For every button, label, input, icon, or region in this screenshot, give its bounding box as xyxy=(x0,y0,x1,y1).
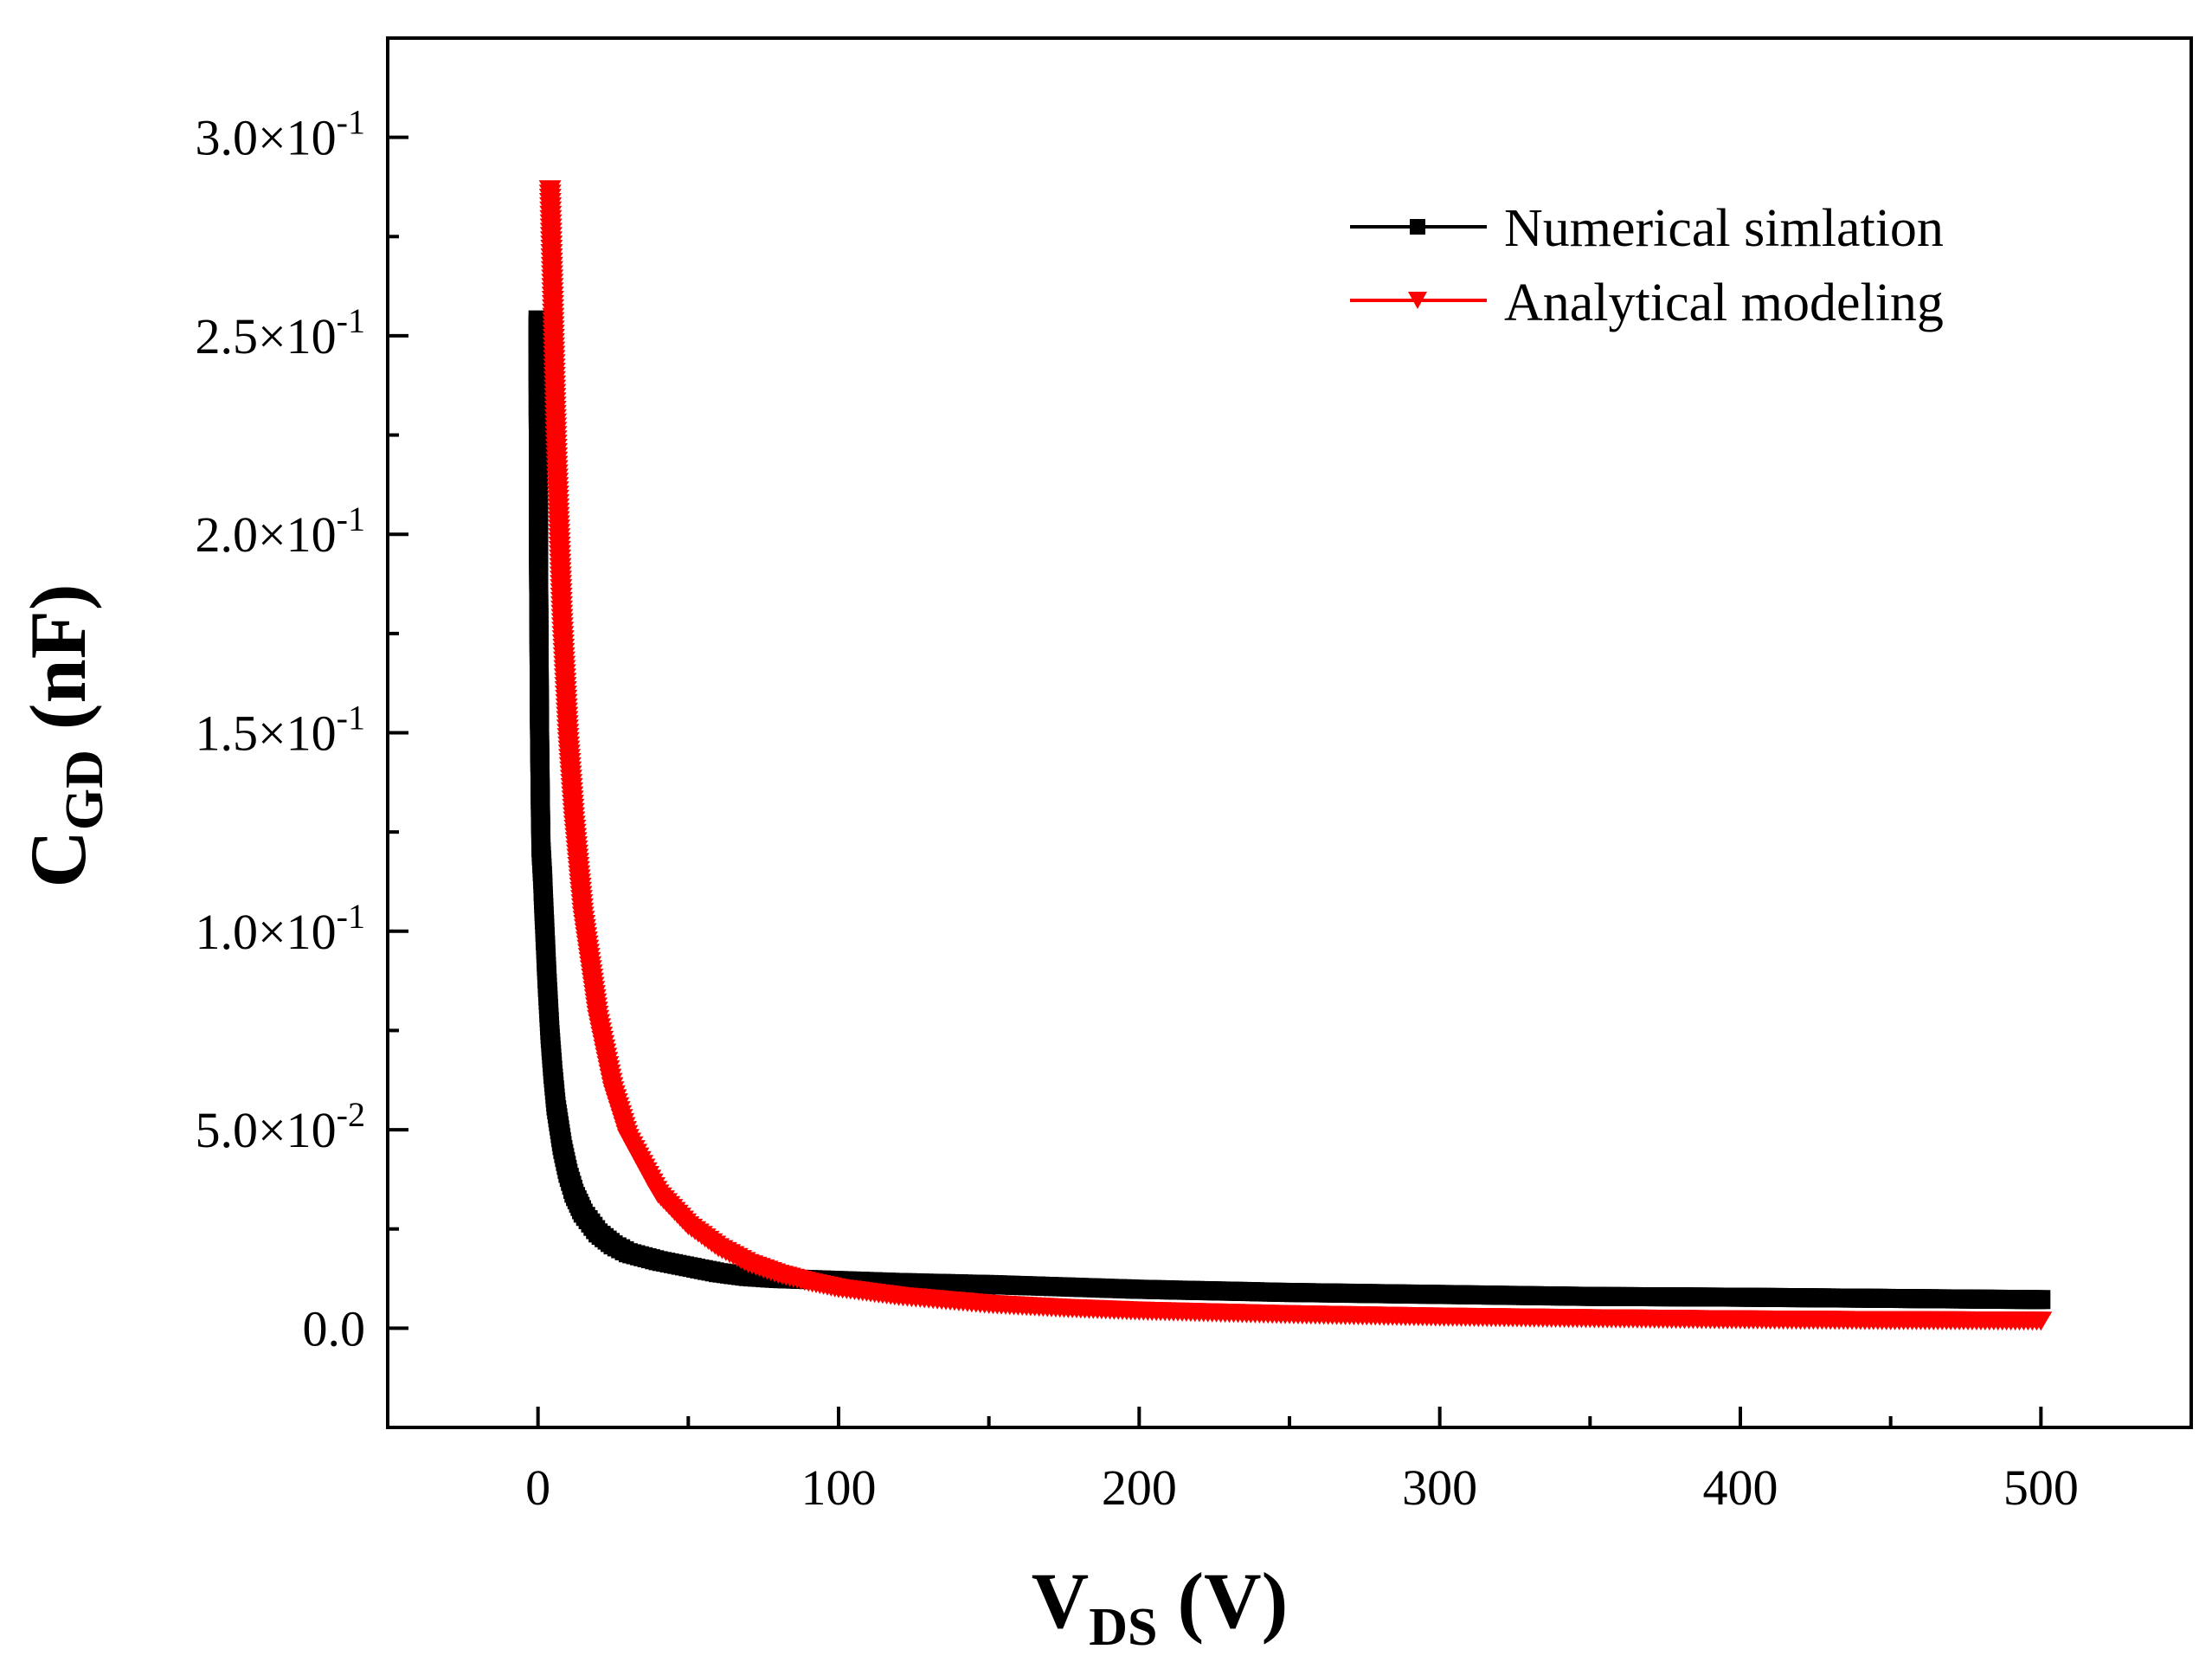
series-line xyxy=(548,189,2042,1323)
y-tick-label: 5.0×10-2 xyxy=(195,1095,365,1158)
y-tick-exponent: -1 xyxy=(337,897,365,936)
y-axis-title-unit: (nF) xyxy=(14,583,102,750)
legend: Numerical simlation Analytical modeling xyxy=(1350,199,1944,332)
legend-marker-square xyxy=(1410,219,1425,235)
y-tick-labels: 0.05.0×10-21.0×10-11.5×10-12.0×10-12.5×1… xyxy=(195,103,365,1357)
x-tick-label: 300 xyxy=(1402,1459,1477,1516)
y-tick-label: 2.5×10-1 xyxy=(195,301,365,364)
x-tick-label: 400 xyxy=(1703,1459,1778,1516)
y-tick-mantissa: 0.0 xyxy=(303,1300,366,1356)
x-axis-title-main: V xyxy=(1032,1556,1089,1645)
y-tick-exponent: -2 xyxy=(337,1095,365,1134)
y-tick-mantissa: 2.0×10 xyxy=(195,506,336,563)
y-tick-label: 1.5×10-1 xyxy=(195,699,365,762)
axis-ticks xyxy=(388,36,2043,1429)
y-axis-title: CGD (nF) xyxy=(14,583,114,887)
y-tick-label: 3.0×10-1 xyxy=(195,103,365,166)
y-tick-mantissa: 5.0×10 xyxy=(195,1102,336,1158)
legend-label-analytical: Analytical modeling xyxy=(1504,274,1944,332)
y-tick-exponent: -1 xyxy=(337,301,365,340)
x-tick-label: 100 xyxy=(801,1459,877,1516)
y-tick-mantissa: 1.0×10 xyxy=(195,904,336,960)
x-axis-title: VDS (V) xyxy=(1032,1556,1288,1657)
x-axis-title-sub: DS xyxy=(1089,1598,1157,1657)
x-axis-title-unit: (V) xyxy=(1158,1556,1289,1645)
y-tick-mantissa: 3.0×10 xyxy=(195,110,336,166)
y-axis-title-sub: GD xyxy=(55,750,114,830)
x-tick-label: 500 xyxy=(2003,1459,2079,1516)
y-tick-mantissa: 2.5×10 xyxy=(195,308,336,364)
y-tick-label: 2.0×10-1 xyxy=(195,499,365,563)
series-layer xyxy=(528,180,2053,1331)
legend-marker-triangle-down xyxy=(1408,292,1427,309)
y-tick-exponent: -1 xyxy=(337,103,365,142)
data-point xyxy=(2029,1311,2053,1331)
series-analytical-modeling xyxy=(538,180,2053,1331)
data-point xyxy=(2031,1290,2051,1310)
y-tick-exponent: -1 xyxy=(337,699,365,738)
x-tick-label: 0 xyxy=(525,1459,550,1516)
series-line xyxy=(536,319,2042,1302)
legend-label-numerical: Numerical simlation xyxy=(1504,199,1944,258)
x-tick-label: 200 xyxy=(1102,1459,1177,1516)
series-numerical-simlation xyxy=(528,310,2051,1310)
y-tick-mantissa: 1.5×10 xyxy=(195,705,336,762)
y-axis-title-main: C xyxy=(14,830,102,887)
y-tick-exponent: -1 xyxy=(337,499,365,538)
x-tick-labels: 0 100 200 300 400 500 xyxy=(525,1459,2079,1516)
y-tick-label: 1.0×10-1 xyxy=(195,897,365,960)
y-tick-label: 0.0 xyxy=(303,1300,366,1356)
